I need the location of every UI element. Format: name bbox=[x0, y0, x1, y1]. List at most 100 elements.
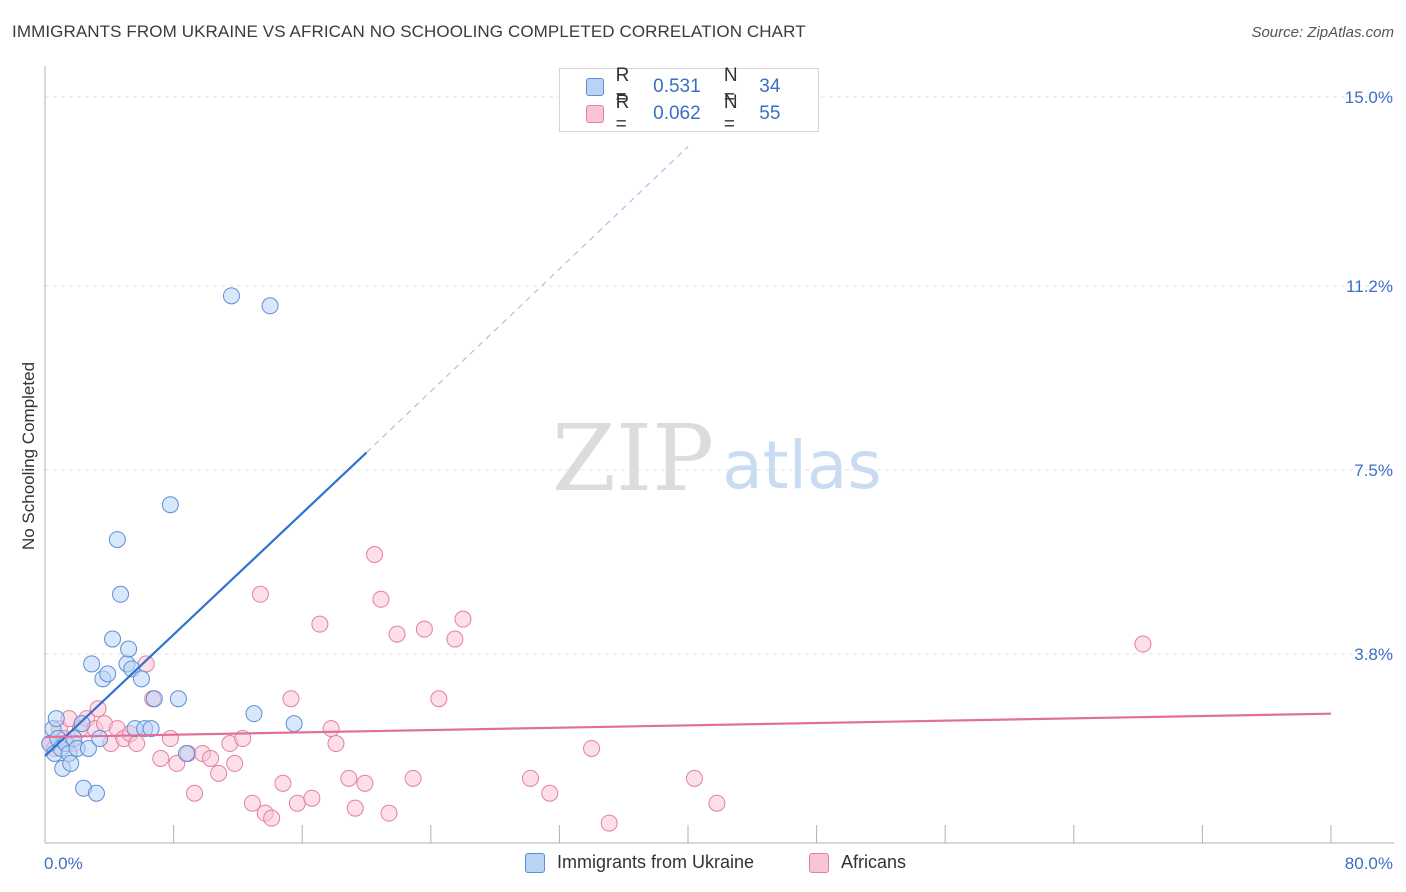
y-tick-label: 7.5% bbox=[1354, 461, 1393, 480]
data-point bbox=[311, 615, 329, 633]
x-tick-label: 80.0% bbox=[1345, 854, 1393, 873]
data-point bbox=[327, 735, 345, 753]
data-point bbox=[404, 769, 422, 787]
legend-row-ukraine: R = 0.531 N = 34 bbox=[586, 65, 818, 108]
data-point bbox=[583, 739, 601, 757]
data-point bbox=[600, 814, 618, 832]
data-point bbox=[108, 531, 126, 549]
bottom-legend-label-ukraine: Immigrants from Ukraine bbox=[557, 852, 755, 872]
data-point bbox=[161, 730, 179, 748]
data-point bbox=[380, 804, 398, 822]
x-tick-labels: 0.0% 80.0% bbox=[44, 854, 1393, 873]
y-tick-label: 3.8% bbox=[1354, 645, 1393, 664]
trendline bbox=[44, 712, 1332, 739]
legend-swatch-ukraine bbox=[586, 78, 604, 96]
data-point bbox=[169, 690, 187, 708]
trendline-extension bbox=[366, 146, 689, 453]
data-point bbox=[226, 754, 244, 772]
y-tick-label: 11.2% bbox=[1346, 277, 1393, 296]
legend-r-value-africans: 0.062 bbox=[653, 103, 701, 124]
data-point bbox=[104, 630, 122, 648]
data-point bbox=[243, 794, 261, 812]
data-point bbox=[177, 744, 195, 762]
trendlines bbox=[44, 146, 1332, 757]
data-point bbox=[708, 794, 726, 812]
bottom-legend-label-africans: Africans bbox=[841, 852, 907, 872]
data-point bbox=[261, 297, 279, 315]
data-point bbox=[251, 585, 269, 603]
data-point bbox=[322, 720, 340, 738]
bottom-legend-swatch-ukraine bbox=[525, 852, 545, 873]
data-point bbox=[152, 749, 170, 767]
data-point bbox=[366, 545, 384, 563]
data-point bbox=[288, 794, 306, 812]
series-africans bbox=[41, 545, 1152, 832]
data-point bbox=[145, 690, 163, 708]
legend-n-label: N = bbox=[723, 92, 738, 135]
legend-swatch-africans bbox=[586, 105, 604, 123]
data-point bbox=[415, 620, 433, 638]
data-point bbox=[161, 496, 179, 514]
data-point bbox=[282, 690, 300, 708]
data-point bbox=[128, 735, 146, 753]
data-point bbox=[245, 705, 263, 723]
y-tick-labels: 3.8% 7.5% 11.2% 15.0% bbox=[1345, 88, 1393, 664]
data-point bbox=[274, 774, 292, 792]
data-point bbox=[47, 710, 65, 728]
data-point bbox=[346, 799, 364, 817]
chart-title: IMMIGRANTS FROM UKRAINE VS AFRICAN NO SC… bbox=[12, 22, 806, 41]
source-label: Source: ZipAtlas.com bbox=[1251, 24, 1394, 41]
data-point bbox=[120, 640, 138, 658]
axes bbox=[44, 66, 1394, 844]
data-point bbox=[83, 655, 101, 673]
data-point bbox=[430, 690, 448, 708]
data-point bbox=[541, 784, 559, 802]
data-point bbox=[685, 769, 703, 787]
data-point bbox=[89, 700, 107, 718]
legend-n-value-ukraine: 34 bbox=[759, 76, 781, 97]
data-point bbox=[222, 287, 240, 305]
data-point bbox=[263, 809, 281, 827]
data-point bbox=[142, 720, 160, 738]
data-point bbox=[87, 784, 105, 802]
watermark-zip: ZIP bbox=[552, 405, 714, 512]
data-point bbox=[185, 784, 203, 802]
data-point bbox=[372, 590, 390, 608]
trendline bbox=[44, 451, 368, 757]
series-ukraine bbox=[41, 287, 303, 802]
y-axis-label: No Schooling Completed bbox=[19, 362, 38, 550]
data-point bbox=[202, 749, 220, 767]
data-point bbox=[356, 774, 374, 792]
data-point bbox=[340, 769, 358, 787]
legend-row-africans: R = 0.062 N = 55 bbox=[586, 92, 818, 135]
data-point bbox=[1134, 635, 1152, 653]
legend-r-label: R = bbox=[615, 92, 630, 135]
data-point bbox=[73, 715, 91, 733]
data-point bbox=[79, 739, 97, 757]
correlation-legend: R = 0.531 N = 34 R = 0.062 N = 55 bbox=[559, 65, 819, 135]
legend-r-value-ukraine: 0.531 bbox=[653, 76, 701, 97]
data-point bbox=[210, 764, 228, 782]
data-point bbox=[132, 670, 150, 688]
data-point bbox=[388, 625, 406, 643]
x-tick-label: 0.0% bbox=[44, 854, 83, 873]
data-point bbox=[303, 789, 321, 807]
data-point bbox=[137, 655, 155, 673]
gridlines bbox=[45, 96, 1394, 655]
data-point bbox=[285, 715, 303, 733]
watermark: ZIP atlas bbox=[552, 405, 882, 512]
legend-r-label: R = bbox=[615, 65, 630, 108]
watermark-atlas: atlas bbox=[722, 427, 882, 504]
y-tick-label: 15.0% bbox=[1345, 88, 1393, 107]
data-point bbox=[454, 610, 472, 628]
data-point bbox=[446, 630, 464, 648]
bottom-legend-africans[interactable]: Africans bbox=[809, 852, 906, 873]
data-point bbox=[99, 665, 117, 683]
data-point bbox=[91, 730, 109, 748]
bottom-legend-swatch-africans bbox=[809, 852, 829, 873]
bottom-legend-ukraine[interactable]: Immigrants from Ukraine bbox=[525, 852, 754, 873]
data-point bbox=[521, 769, 539, 787]
legend-n-value-africans: 55 bbox=[759, 103, 781, 124]
data-point bbox=[62, 754, 80, 772]
